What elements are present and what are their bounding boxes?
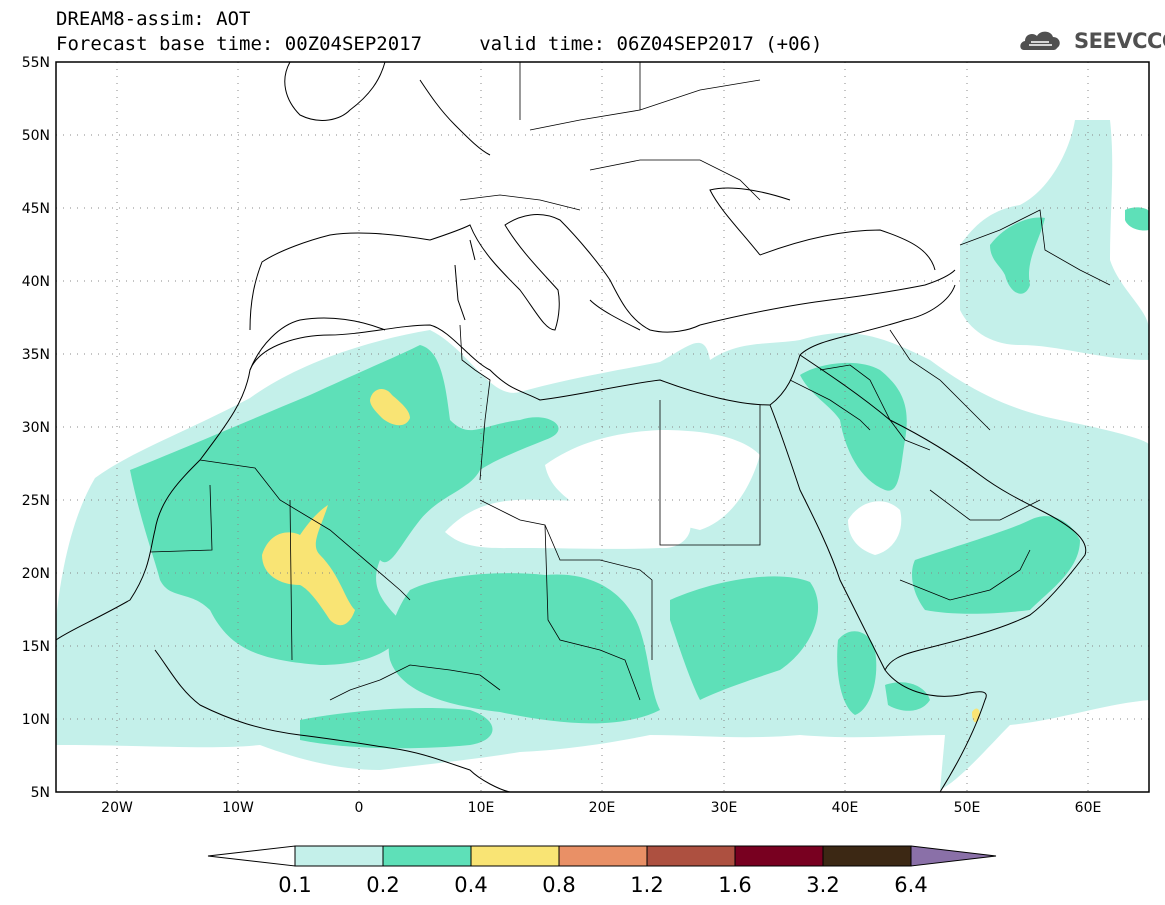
lat-tick-label: 20N: [22, 566, 50, 582]
lat-tick-label: 50N: [22, 128, 50, 144]
lat-tick-label: 5N: [31, 785, 50, 801]
colorbar-label: 6.4: [894, 873, 927, 897]
colorbar-segment: [558, 845, 648, 867]
lon-tick-label: 20E: [589, 800, 616, 816]
aot-layer-0.2: [130, 207, 1149, 749]
coastlines: [56, 62, 1087, 792]
logo-text: SEEVCCC: [1074, 29, 1165, 53]
aot-clear-areas: [445, 430, 902, 555]
cloud-icon: [1020, 31, 1060, 50]
colorbar-label: 1.6: [718, 873, 751, 897]
lat-tick-label: 15N: [22, 639, 50, 655]
map-title: DREAM8-assim: AOT: [56, 8, 251, 30]
lon-tick-label: 50E: [954, 800, 981, 816]
lon-axis: 20W 10W 0 10E 20E 30E 40E 50E 60E: [101, 800, 1101, 816]
colorbar-segment: [734, 845, 824, 867]
colorbar-segment: [382, 845, 472, 867]
lon-tick-label: 10W: [222, 800, 254, 816]
colorbar-label: 0.2: [366, 873, 399, 897]
colorbar-arrow-low: [207, 845, 296, 867]
lon-tick-label: 0: [355, 800, 364, 816]
lat-tick-label: 55N: [22, 55, 50, 71]
lat-tick-label: 35N: [22, 347, 50, 363]
graticule: [56, 62, 1149, 792]
lat-tick-label: 25N: [22, 493, 50, 509]
lat-tick-label: 45N: [22, 201, 50, 217]
colorbar-label: 0.1: [278, 873, 311, 897]
colorbar-label: 0.8: [542, 873, 575, 897]
colorbar-label: 1.2: [630, 873, 663, 897]
borders: [149, 62, 1111, 701]
colorbar-segment: [294, 845, 384, 867]
lat-tick-label: 30N: [22, 420, 50, 436]
colorbar-label: 3.2: [806, 873, 839, 897]
lat-axis: 55N 50N 45N 40N 35N 30N 25N 20N 15N 10N …: [22, 55, 50, 801]
lon-tick-label: 40E: [832, 800, 859, 816]
colorbar-label: 0.4: [454, 873, 487, 897]
lon-tick-label: 10E: [468, 800, 495, 816]
colorbar-segment: [470, 845, 560, 867]
lat-tick-label: 40N: [22, 274, 50, 290]
map-frame: [55, 61, 1150, 793]
colorbar-segment: [646, 845, 736, 867]
map-subtitle: Forecast base time: 00Z04SEP2017 valid t…: [56, 33, 823, 55]
colorbar-arrow-high: [910, 845, 997, 867]
colorbar-segment: [822, 845, 912, 867]
lon-tick-label: 30E: [711, 800, 738, 816]
lat-tick-label: 10N: [22, 712, 50, 728]
lon-tick-label: 60E: [1075, 800, 1102, 816]
lon-tick-label: 20W: [101, 800, 133, 816]
